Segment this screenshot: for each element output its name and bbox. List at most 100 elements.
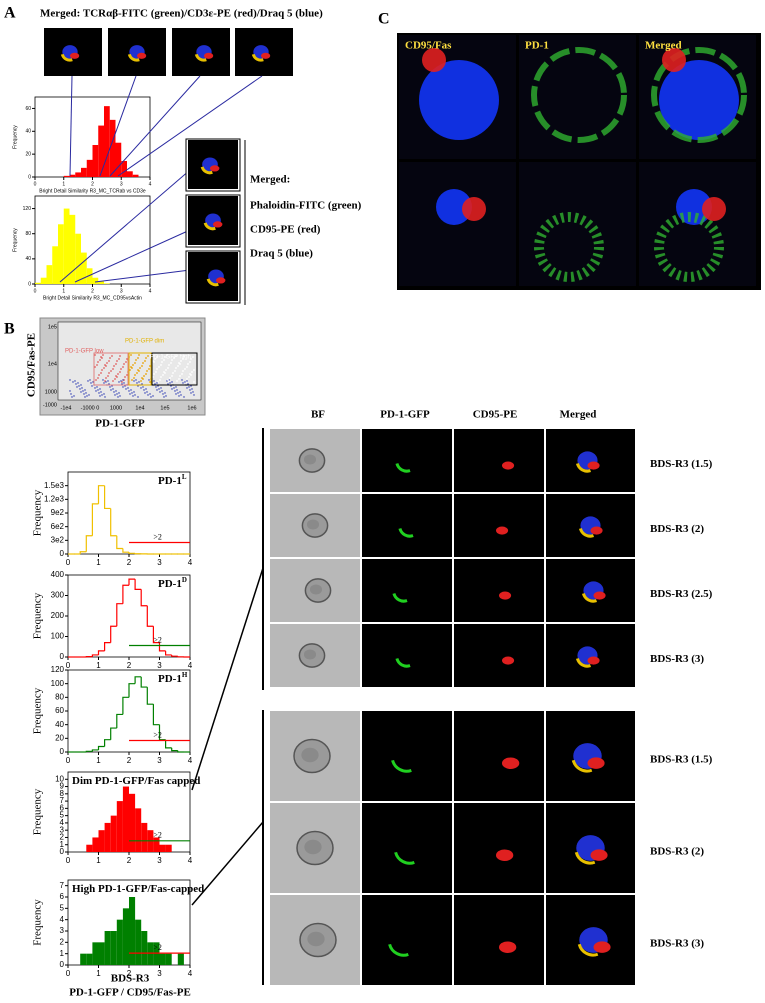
nucleus (436, 189, 472, 225)
image-tile (362, 559, 452, 622)
histogram-step (104, 739, 111, 747)
histogram-step (91, 654, 99, 657)
column-label: PD-1 (525, 40, 549, 52)
event-dot (114, 394, 116, 396)
event-dot (143, 375, 145, 377)
cell-texture (306, 519, 320, 530)
event-dot (107, 380, 109, 382)
event-dot (187, 363, 189, 365)
event-dot (175, 393, 177, 395)
event-dot (133, 380, 135, 382)
histogram-step (122, 584, 129, 604)
x-tick-label: 0 (66, 558, 71, 567)
event-dot (180, 394, 182, 396)
histogram-step (177, 656, 184, 658)
event-dot (119, 395, 121, 397)
histogram-bar (92, 145, 99, 177)
histogram-bar (104, 931, 111, 965)
event-dot (131, 392, 133, 394)
event-dot (161, 390, 163, 392)
x-tick-label: 4 (149, 288, 152, 294)
event-dot (75, 383, 77, 385)
event-dot (124, 385, 126, 387)
histogram-step (91, 503, 99, 536)
event-dot (115, 375, 117, 377)
gfp-signal (251, 53, 264, 62)
nucleus (659, 60, 739, 140)
event-dot (179, 375, 181, 377)
event-dot (94, 366, 96, 368)
event-dot (103, 367, 105, 369)
histogram-step (165, 650, 172, 656)
event-dot (166, 380, 168, 382)
panel-label: C (378, 11, 390, 28)
event-dot (165, 369, 167, 371)
x-tick-label: -1000 0 (81, 405, 100, 411)
histogram-bar (92, 942, 99, 965)
histogram-bar (121, 161, 127, 177)
event-dot (169, 382, 171, 384)
event-dot (167, 367, 169, 369)
histogram-bar (129, 897, 136, 965)
row-label: BDS-R3 (2.5) (650, 588, 713, 600)
pe-signal (70, 52, 80, 59)
event-dot (135, 379, 137, 381)
event-dot (112, 368, 114, 370)
histogram-bar (69, 214, 76, 284)
y-tick-label: 0 (28, 281, 31, 287)
cell-texture (307, 931, 325, 947)
y-axis-label: Frequency (12, 228, 18, 252)
plot-title: High PD-1-GFP/Fas-capped (72, 883, 204, 895)
column-label: Merged (645, 40, 682, 52)
event-dot (133, 391, 135, 393)
event-dot (110, 370, 112, 372)
x-tick-label: 3 (157, 856, 162, 865)
y-axis-label: Frequency (12, 125, 18, 149)
y-tick-label: 4 (60, 915, 65, 924)
row-label: BDS-R3 (1.5) (650, 458, 713, 470)
gate (151, 352, 198, 386)
histogram-bar (165, 844, 172, 852)
column-label: Merged (560, 409, 597, 421)
event-dot (100, 372, 102, 374)
gfp-signal (194, 53, 207, 62)
histogram-bar (135, 919, 142, 965)
histogram-bar (159, 844, 166, 852)
event-dot (161, 361, 163, 363)
event-dot (84, 396, 86, 398)
cell-texture (301, 747, 319, 763)
event-dot (152, 395, 154, 397)
x-axis-label: BDS-R3 (111, 973, 150, 985)
histogram-step (171, 654, 178, 657)
event-dot (186, 378, 188, 380)
histogram-bar (104, 822, 111, 852)
y-tick-label: 80 (55, 692, 64, 701)
gfp-signal (398, 528, 414, 538)
event-dot (162, 393, 164, 395)
event-dot (136, 372, 138, 374)
event-dot (71, 396, 73, 398)
pe-signal (261, 52, 271, 59)
event-dot (155, 371, 157, 373)
histogram-bar (75, 172, 81, 177)
histogram-bar (132, 174, 139, 177)
histogram-bar (69, 174, 76, 177)
event-dot (152, 376, 154, 378)
histogram-bar (129, 793, 136, 852)
plot-title: PD-1L (158, 473, 187, 487)
event-dot (119, 371, 121, 373)
y-tick-label: -1000 (43, 402, 57, 408)
event-dot (189, 361, 191, 363)
event-dot (99, 359, 101, 361)
event-dot (70, 393, 72, 395)
y-tick-label: 80 (25, 231, 31, 237)
event-dot (97, 389, 99, 391)
histogram-bar (52, 246, 58, 284)
event-dot (159, 391, 161, 393)
event-dot (79, 388, 81, 390)
y-tick-label: 3 (60, 926, 65, 935)
gfp-signal (395, 463, 411, 473)
pe-signal (210, 165, 220, 172)
event-dot (120, 368, 122, 370)
event-dot (157, 385, 159, 387)
